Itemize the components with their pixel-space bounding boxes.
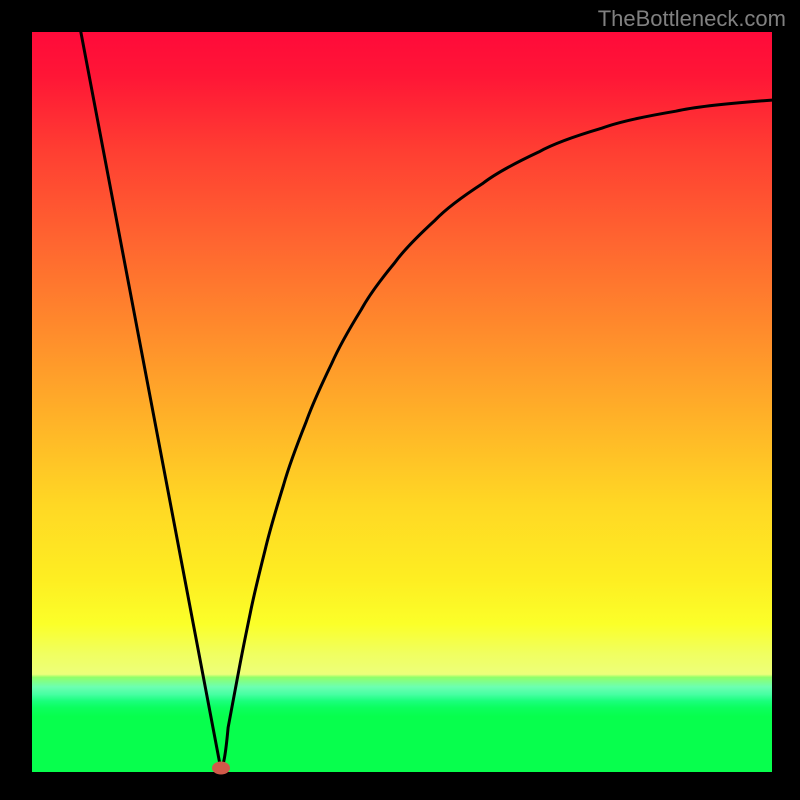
dip-marker: [212, 762, 230, 775]
plot-area: [32, 32, 772, 772]
attribution-text: TheBottleneck.com: [598, 6, 786, 32]
stage: TheBottleneck.com: [0, 0, 800, 800]
bottleneck-curve: [32, 32, 772, 772]
